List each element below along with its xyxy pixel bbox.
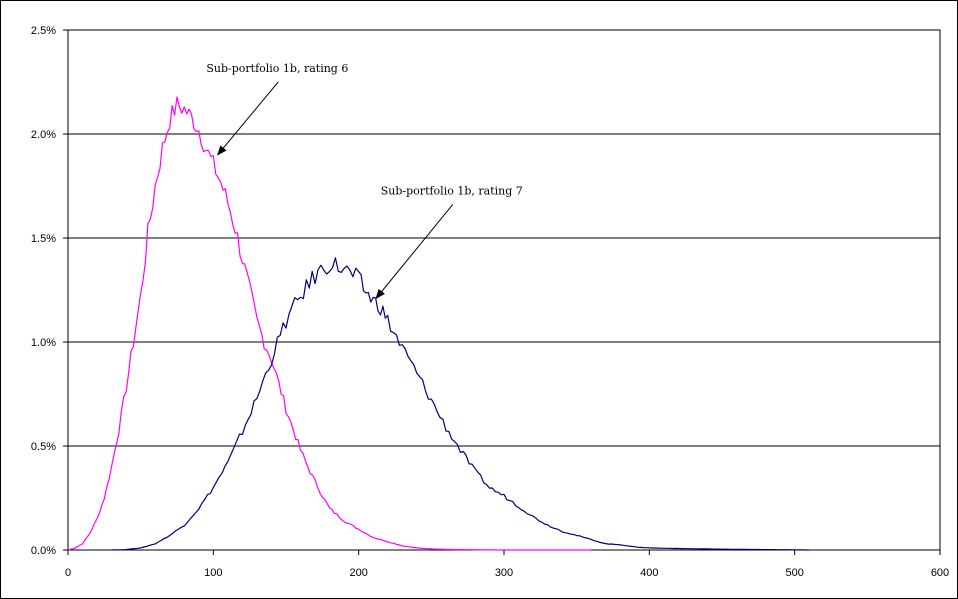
x-tick-label: 200 xyxy=(349,567,367,579)
x-tick-label: 0 xyxy=(65,567,71,579)
y-tick-label: 2.0% xyxy=(31,129,56,141)
y-tick-label: 1.0% xyxy=(31,337,56,349)
y-tick-label: 0.5% xyxy=(31,441,56,453)
annotation-label-1: Sub-portfolio 1b, rating 6 xyxy=(206,62,348,75)
annotation-arrow-2 xyxy=(375,204,454,300)
annotations: Sub-portfolio 1b, rating 6 Sub-portfolio … xyxy=(206,62,523,300)
y-tick-label: 1.5% xyxy=(31,233,56,245)
series-group xyxy=(67,96,810,551)
gridlines xyxy=(68,133,940,447)
x-tick-label: 400 xyxy=(640,567,658,579)
x-tick-label: 100 xyxy=(204,567,222,579)
y-tick-label: 0.0% xyxy=(31,545,56,557)
x-tick-label: 600 xyxy=(931,567,949,579)
plot-area xyxy=(67,29,941,551)
series-line-1 xyxy=(67,96,592,551)
annotation-arrow-1 xyxy=(217,81,279,156)
tick-labels: 0.0% 0.5% 1.0% 1.5% 2.0% 2.5% 0 100 200 300 400 500… xyxy=(31,25,949,579)
y-tick-label: 2.5% xyxy=(31,25,56,37)
series-line-2 xyxy=(111,257,810,551)
x-tick-label: 300 xyxy=(495,567,513,579)
x-tick-label: 500 xyxy=(785,567,803,579)
annotation-label-2: Sub-portfolio 1b, rating 7 xyxy=(381,184,523,197)
